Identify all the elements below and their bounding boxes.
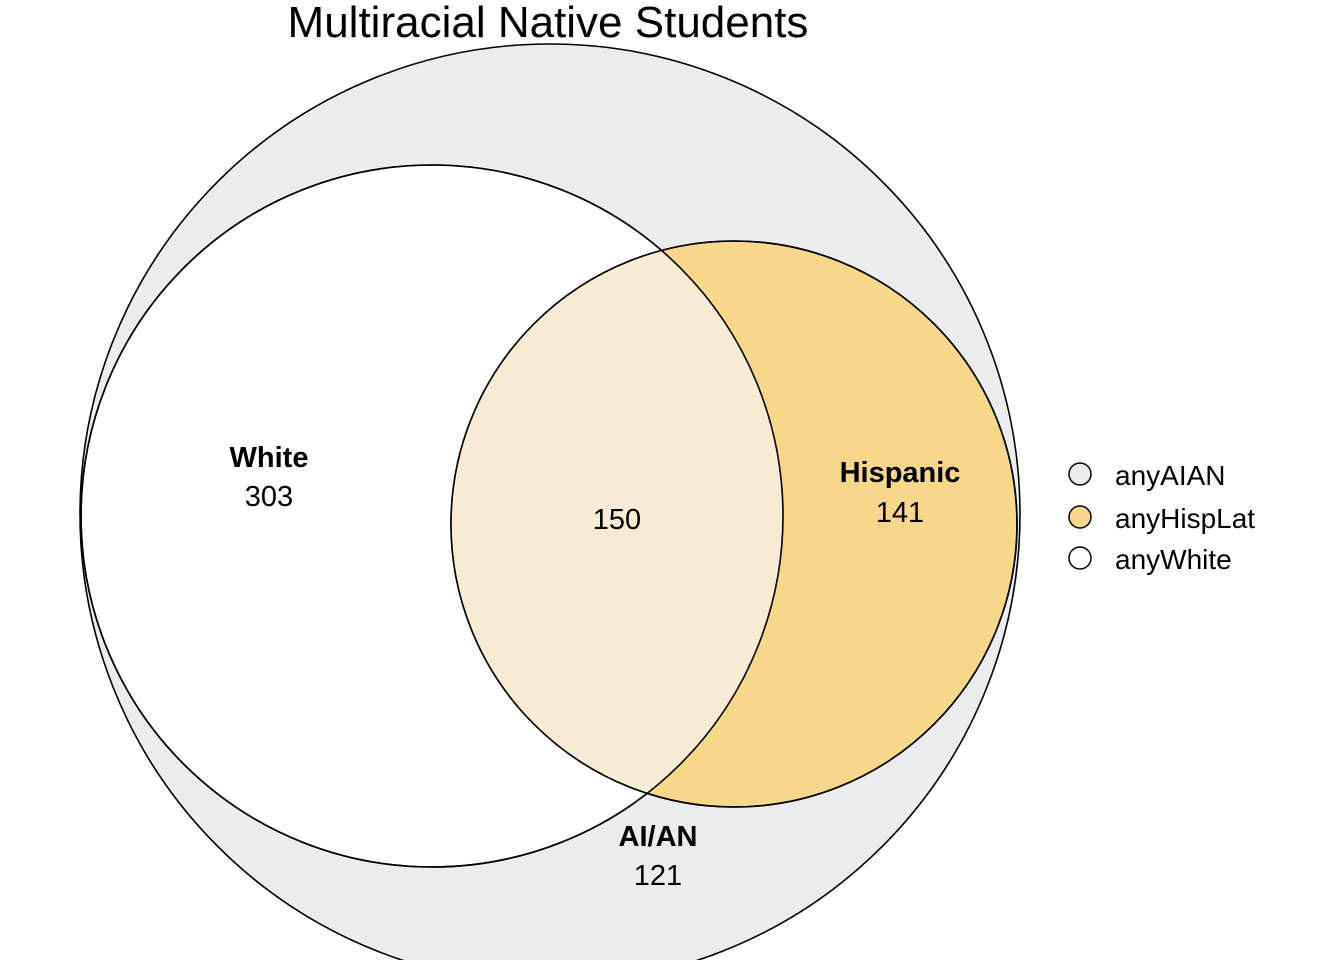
region-count-overlap: 150	[593, 504, 641, 536]
region-count-white: 303	[245, 481, 293, 513]
legend-swatch-anyHispLat	[1068, 505, 1092, 529]
region-count-aian: 121	[634, 860, 682, 892]
chart-title: Multiracial Native Students	[288, 0, 809, 47]
legend: anyAIAN anyHispLat anyWhite	[1068, 460, 1255, 575]
region-label-aian: AI/AN	[619, 821, 698, 853]
outline-anyWhite	[80, 164, 784, 868]
legend-label-anyHispLat: anyHispLat	[1115, 503, 1255, 534]
legend-swatch-anyWhite	[1068, 546, 1092, 570]
overlap-white-hispanic	[451, 241, 783, 807]
legend-label-anyWhite: anyWhite	[1115, 544, 1232, 575]
region-label-hispanic: Hispanic	[840, 457, 961, 489]
region-label-white: White	[230, 442, 309, 474]
region-count-hispanic: 141	[876, 497, 924, 529]
outline-anyHispLat	[450, 240, 1018, 808]
legend-swatch-anyAIAN	[1068, 462, 1092, 486]
legend-label-anyAIAN: anyAIAN	[1115, 460, 1226, 491]
